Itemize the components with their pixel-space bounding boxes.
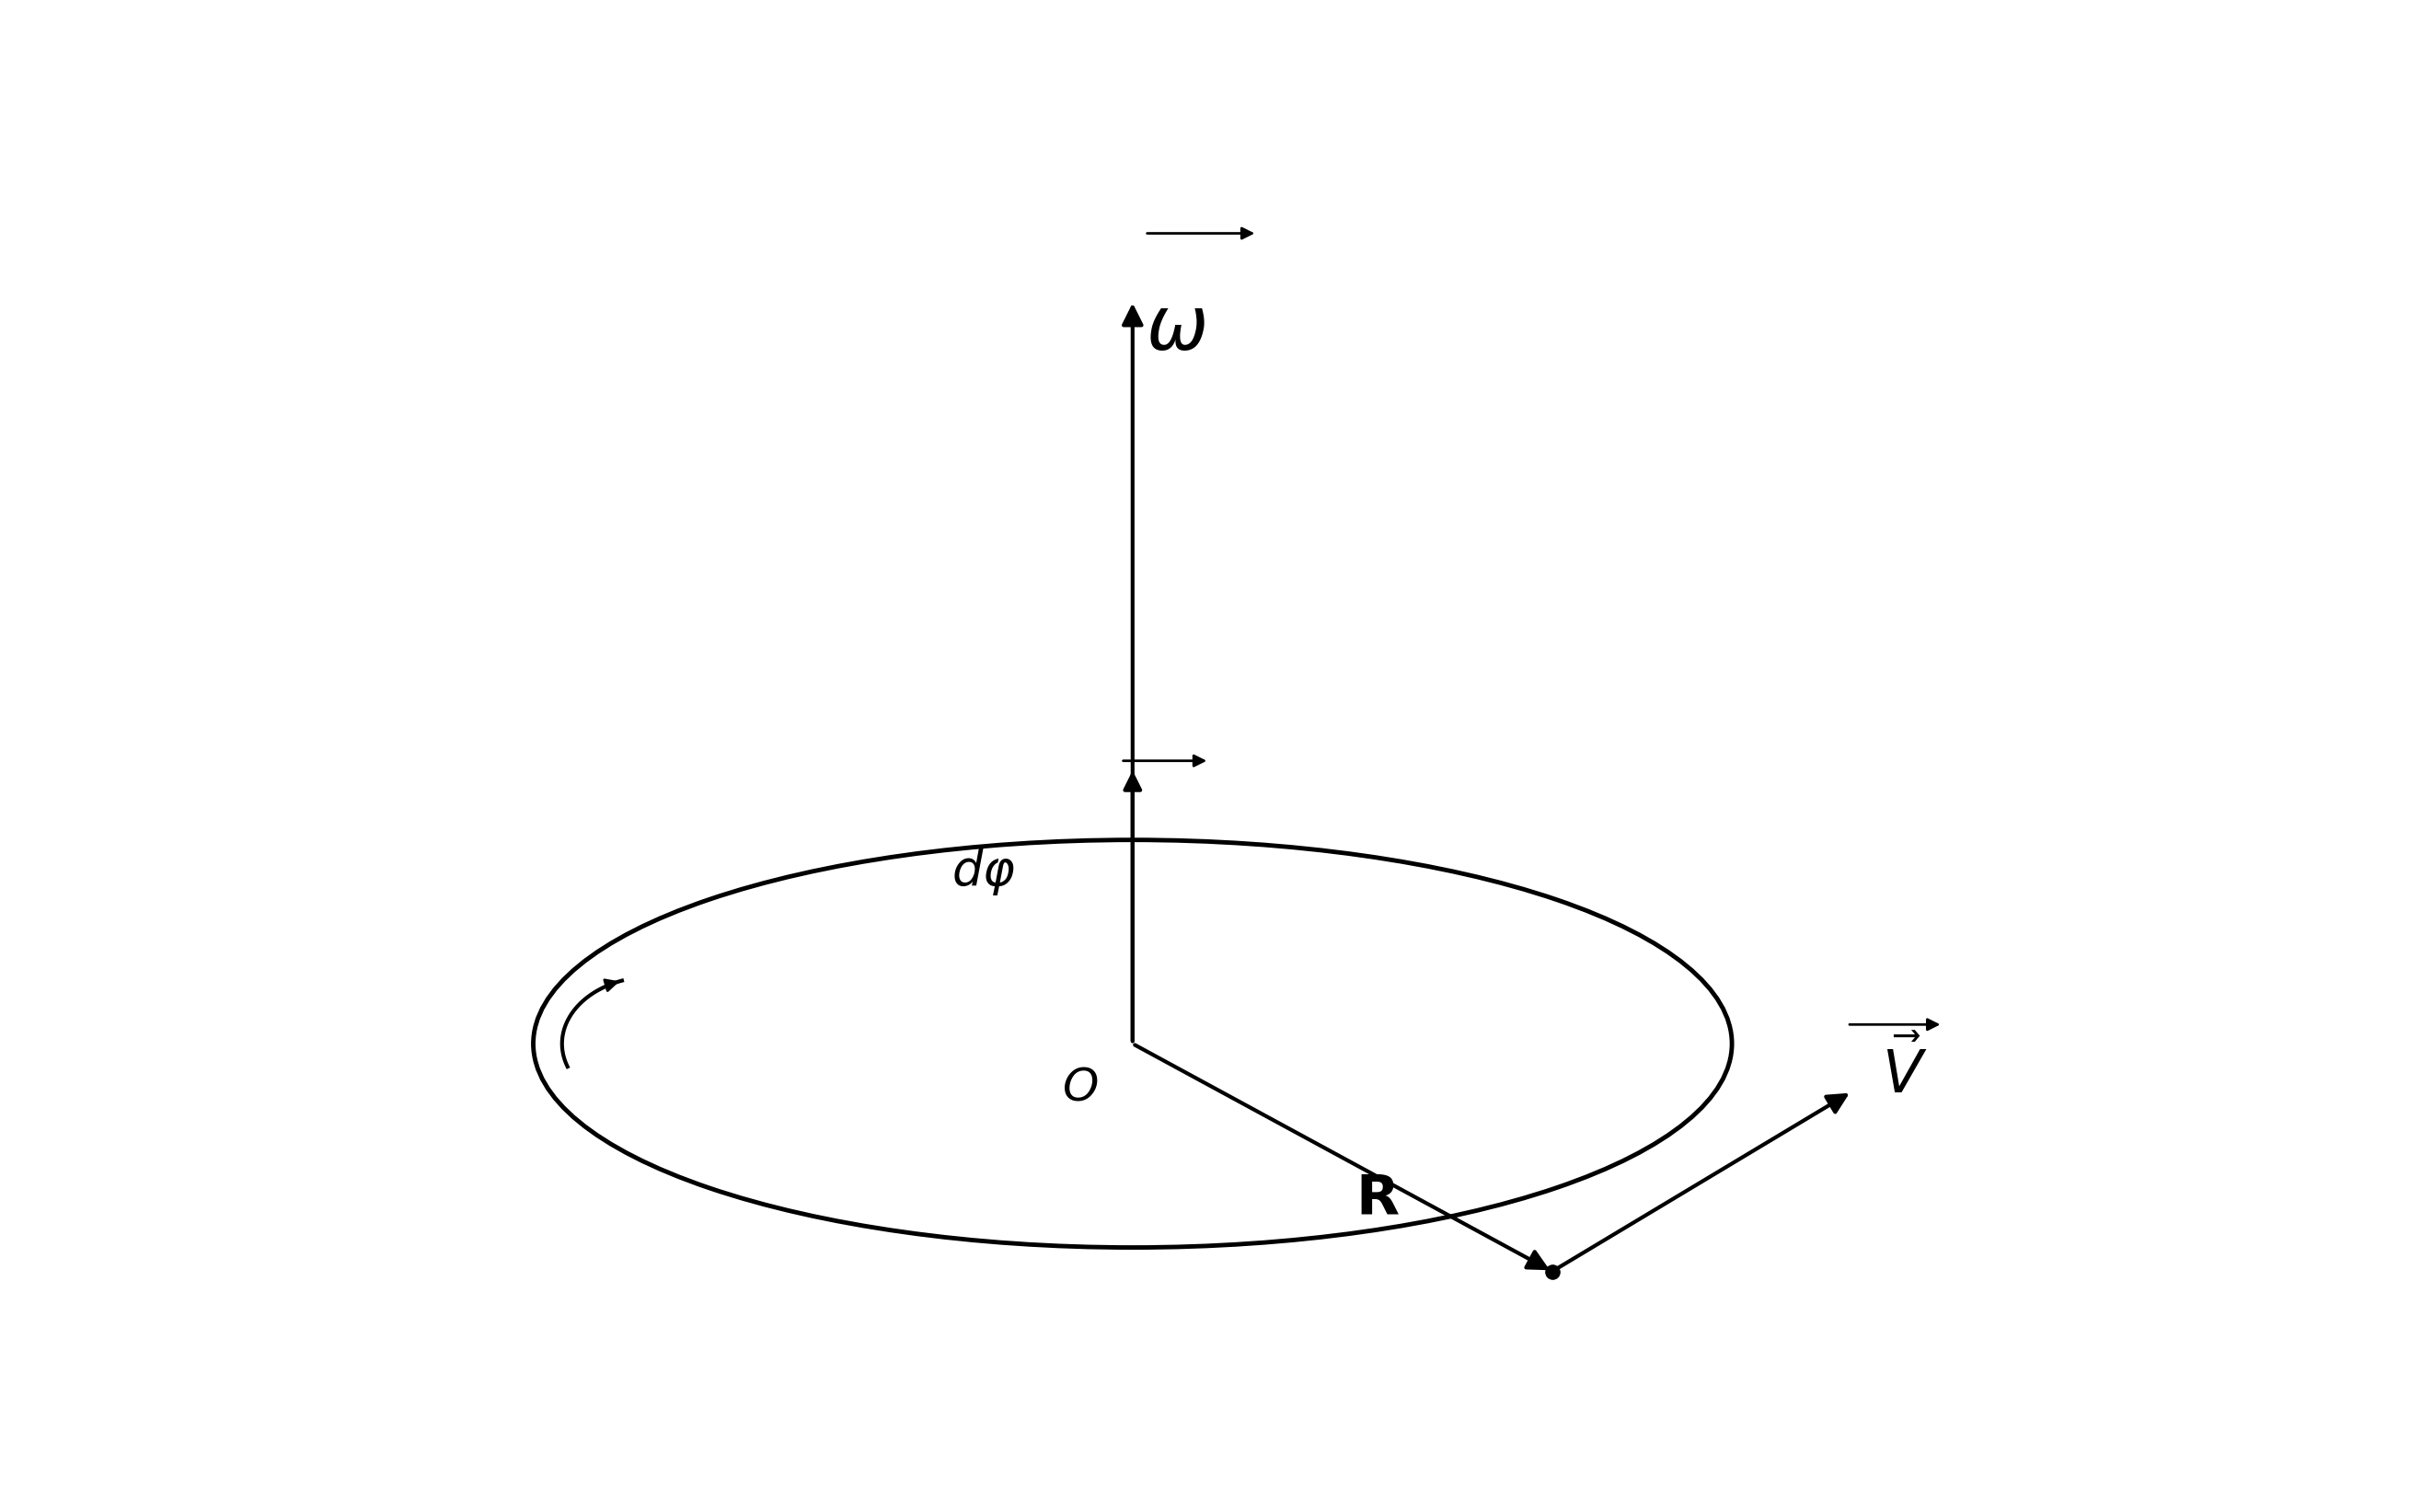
Point bbox=[1533, 1259, 1572, 1284]
Text: $\vec{V}$: $\vec{V}$ bbox=[1881, 1039, 1927, 1105]
Text: $\mathbf{R}$: $\mathbf{R}$ bbox=[1355, 1172, 1399, 1226]
Text: $d\varphi$: $d\varphi$ bbox=[951, 845, 1017, 897]
Text: $O$: $O$ bbox=[1061, 1064, 1097, 1108]
Text: $\omega$: $\omega$ bbox=[1146, 293, 1207, 364]
